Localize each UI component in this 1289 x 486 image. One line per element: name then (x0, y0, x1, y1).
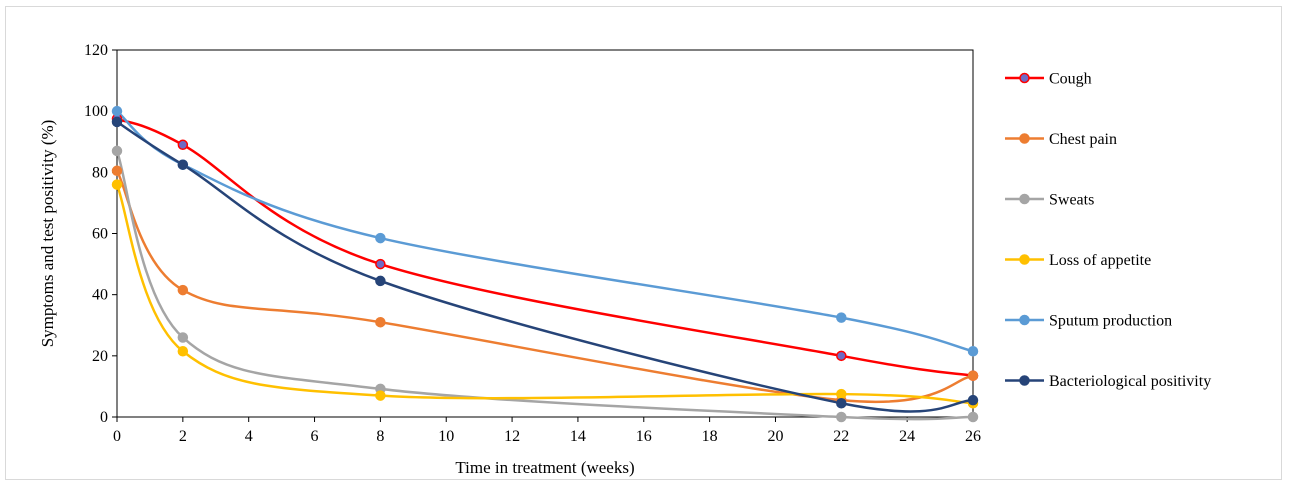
x-tick-label: 10 (438, 428, 454, 445)
data-point-cough (836, 350, 847, 362)
data-point-chest-pain (111, 165, 123, 177)
x-tick-label: 2 (179, 428, 187, 445)
x-tick-label: 6 (311, 428, 319, 445)
data-point-loss-of-appetite (177, 345, 189, 357)
legend-label-sweats: Sweats (1049, 192, 1094, 209)
x-tick-label: 8 (376, 428, 384, 445)
x-tick-label: 16 (636, 428, 652, 445)
data-point-sweats (177, 332, 189, 343)
y-tick-label: 80 (92, 164, 108, 181)
data-point-cough (177, 139, 189, 151)
data-point-chest-pain (967, 370, 979, 381)
legend-label-loss-of-appetite: Loss of appetite (1049, 252, 1151, 269)
series-line-cough (116, 117, 974, 377)
legend-marker-chest-pain (1019, 133, 1030, 144)
data-point-loss-of-appetite (111, 179, 123, 190)
data-point-bacteriological-positivity (177, 159, 189, 170)
data-point-sputum-production (375, 232, 386, 244)
legend-label-chest-pain: Chest pain (1049, 131, 1117, 148)
series-line-bacteriological-positivity (116, 120, 974, 413)
data-point-loss-of-appetite (836, 388, 847, 400)
data-point-bacteriological-positivity (967, 394, 979, 406)
plot-area (116, 49, 974, 418)
data-point-sputum-production (836, 312, 847, 323)
legend-label-cough: Cough (1049, 71, 1092, 88)
data-point-cough (375, 258, 386, 270)
x-tick-label: 4 (245, 428, 253, 445)
legend-marker-bacteriological-positivity (1019, 375, 1030, 386)
x-tick-label: 12 (504, 428, 520, 445)
y-tick-label: 60 (92, 226, 108, 243)
x-tick-label: 18 (702, 428, 718, 445)
data-point-sputum-production (111, 105, 123, 117)
data-point-bacteriological-positivity (375, 275, 386, 287)
data-point-sweats (967, 411, 979, 423)
y-tick-label: 120 (84, 42, 108, 59)
y-tick-label: 20 (92, 348, 108, 365)
chart-frame (5, 6, 1282, 480)
y-tick-label: 40 (92, 287, 108, 304)
data-point-bacteriological-positivity (836, 397, 847, 409)
y-axis-title: Symptoms and test positivity (%) (38, 120, 57, 348)
x-tick-label: 14 (570, 428, 586, 445)
x-axis-title: Time in treatment (weeks) (455, 458, 634, 477)
data-point-sputum-production (967, 345, 979, 357)
series-line-chest-pain (115, 170, 974, 404)
x-tick-label: 26 (965, 428, 981, 445)
series-line-loss-of-appetite (115, 184, 974, 405)
x-tick-label: 20 (767, 428, 783, 445)
x-tick-label: 0 (113, 428, 121, 445)
x-tick-label: 24 (899, 428, 915, 445)
data-point-loss-of-appetite (375, 390, 386, 401)
data-point-sweats (836, 411, 847, 423)
legend-label-bacteriological-positivity: Bacteriological positivity (1049, 373, 1211, 390)
legend-label-sputum-production: Sputum production (1049, 313, 1172, 330)
legend-marker-cough (1019, 72, 1030, 84)
data-point-sweats (111, 145, 123, 157)
legend-marker-sweats (1019, 193, 1030, 205)
data-point-bacteriological-positivity (111, 116, 123, 128)
x-tick-label: 22 (833, 428, 849, 445)
data-point-chest-pain (177, 284, 189, 296)
legend-marker-loss-of-appetite (1019, 254, 1030, 265)
y-tick-label: 0 (100, 409, 108, 426)
legend-marker-sputum-production (1019, 314, 1030, 326)
y-tick-label: 100 (84, 103, 108, 120)
data-point-chest-pain (375, 316, 386, 328)
series-line-sweats (115, 150, 974, 421)
